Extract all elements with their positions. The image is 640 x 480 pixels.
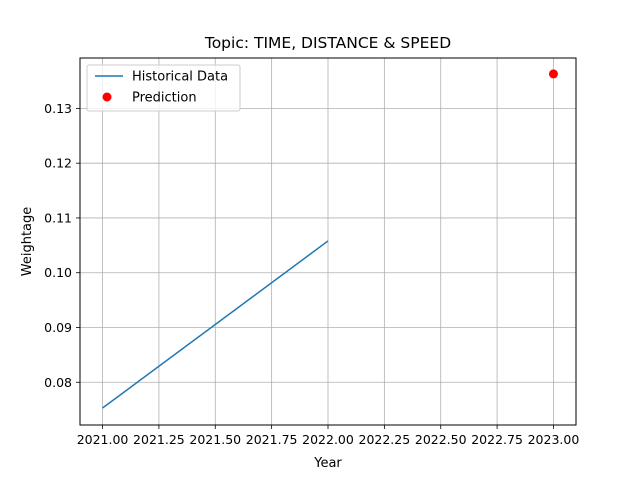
legend: Historical Data Prediction: [86, 64, 241, 112]
x-tick-label: 2021.50: [189, 432, 241, 447]
legend-label-historical: Historical Data: [132, 70, 228, 85]
y-tick-label: 0.08: [44, 375, 72, 390]
y-axis-title: Weightage: [20, 207, 35, 277]
y-tick-label: 0.11: [44, 210, 72, 225]
legend-box: [86, 64, 241, 112]
x-tick-label: 2021.75: [246, 432, 298, 447]
x-tick-label: 2023.00: [528, 432, 580, 447]
x-tick-label: 2022.00: [302, 432, 354, 447]
series-layer: [102, 69, 558, 409]
x-tick-label: 2022.75: [471, 432, 523, 447]
legend-label-prediction: Prediction: [132, 91, 197, 106]
x-tick-label: 2022.50: [415, 432, 467, 447]
x-tick-label: 2021.00: [77, 432, 129, 447]
y-tick-label: 0.13: [44, 101, 72, 116]
prediction-point: [548, 69, 558, 79]
x-axis-title: Year: [313, 456, 342, 471]
chart-title: Topic: TIME, DISTANCE & SPEED: [204, 34, 451, 52]
x-tick-label: 2022.25: [359, 432, 411, 447]
y-tick-label: 0.10: [44, 265, 72, 280]
x-tick-label: 2021.25: [133, 432, 185, 447]
y-tick-label: 0.12: [44, 156, 72, 171]
series-line-historical-data: [102, 240, 329, 409]
legend-dot-swatch: [102, 92, 112, 102]
tick-layer: 2021.00 2021.25 2021.50 2021.75 2022.00 2022.…: [44, 101, 579, 447]
y-tick-label: 0.09: [44, 320, 72, 335]
